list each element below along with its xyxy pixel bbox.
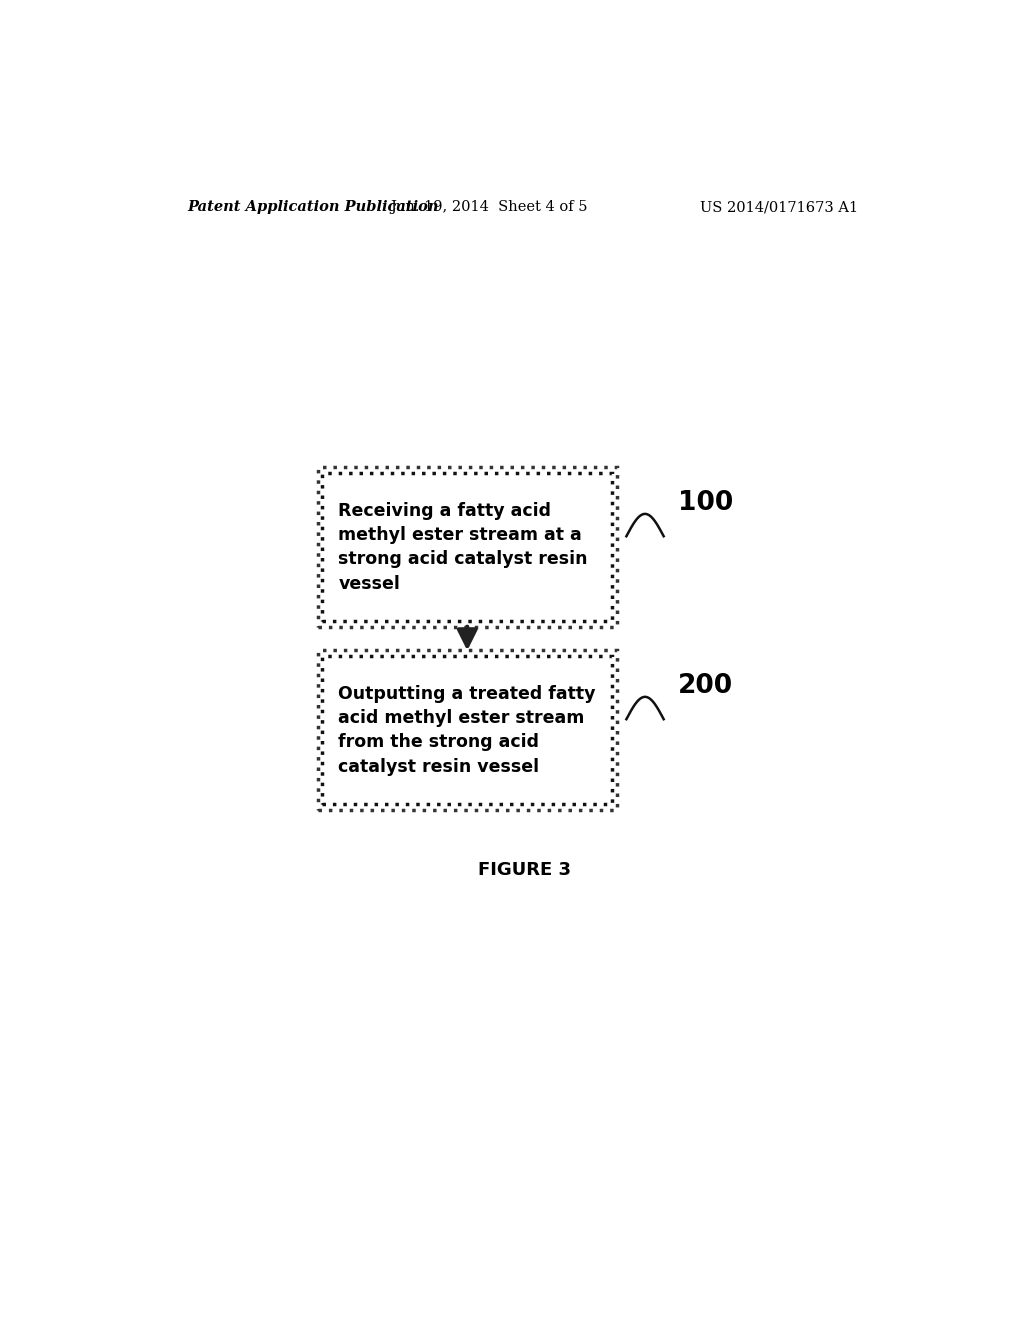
Bar <box>323 656 612 804</box>
Bar <box>323 474 612 620</box>
Text: 200: 200 <box>678 673 733 698</box>
Text: Jun. 19, 2014  Sheet 4 of 5: Jun. 19, 2014 Sheet 4 of 5 <box>390 201 588 214</box>
Text: US 2014/0171673 A1: US 2014/0171673 A1 <box>700 201 858 214</box>
Bar <box>323 656 612 804</box>
Bar <box>317 467 616 627</box>
Bar <box>317 651 616 810</box>
Text: Outputting a treated fatty
acid methyl ester stream
from the strong acid
catalys: Outputting a treated fatty acid methyl e… <box>338 685 596 776</box>
Bar <box>323 474 612 620</box>
Text: Patent Application Publication: Patent Application Publication <box>187 201 439 214</box>
Text: Receiving a fatty acid
methyl ester stream at a
strong acid catalyst resin
vesse: Receiving a fatty acid methyl ester stre… <box>338 502 588 593</box>
Text: 100: 100 <box>678 490 733 516</box>
Text: FIGURE 3: FIGURE 3 <box>478 861 571 879</box>
